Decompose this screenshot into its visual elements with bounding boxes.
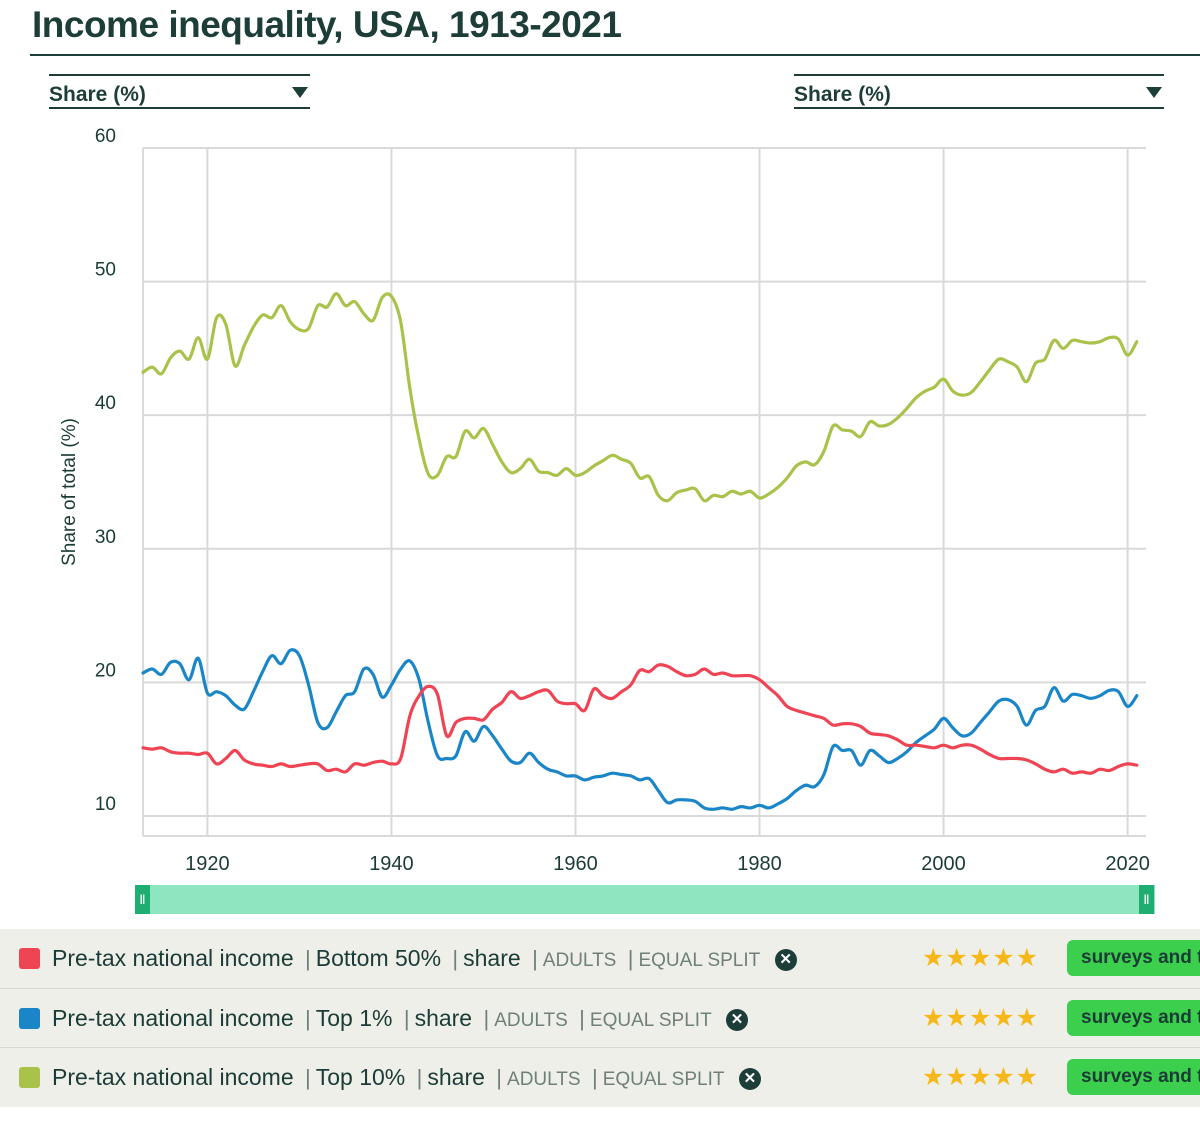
series-line-top1[interactable]: [141, 648, 1139, 811]
source-badge[interactable]: surveys and tax data: [1067, 1059, 1200, 1095]
legend-measure: share: [427, 1064, 485, 1090]
quality-stars-icon: ★★★★★: [922, 944, 1040, 972]
x-tick-label: 1940: [369, 853, 414, 875]
legend-variable: Pre-tax national income: [52, 945, 294, 971]
y-tick-label: 30: [95, 527, 116, 548]
y-tick-label: 20: [95, 660, 116, 681]
legend-population: ADULTS: [542, 950, 617, 971]
legend-variable: Pre-tax national income: [52, 1005, 294, 1031]
legend-row-top10[interactable]: Pre-tax national income | Top 10% | share …: [0, 1047, 1200, 1107]
source-badge[interactable]: surveys and tax data: [1067, 1000, 1200, 1036]
source-badge[interactable]: surveys and tax data: [1067, 940, 1200, 976]
legend-group: Top 1%: [315, 1005, 393, 1031]
legend-variable: Pre-tax national income: [52, 1064, 294, 1090]
y-tick-label: 10: [95, 794, 116, 815]
y-tick-label: 50: [95, 260, 116, 281]
legend-population: ADULTS: [507, 1069, 581, 1090]
legend-measure: share: [414, 1005, 473, 1031]
legend-text: Pre-tax national income | Bottom 50% | sha…: [52, 945, 797, 972]
series-line-top10[interactable]: [141, 292, 1139, 503]
legend-population: ADULTS: [494, 1010, 568, 1031]
quality-stars-icon: ★★★★★: [922, 1063, 1040, 1091]
x-tick-label: 2000: [921, 853, 966, 875]
left-axis-dropdown-label: Share (%): [49, 83, 146, 106]
right-axis-dropdown-label: Share (%): [794, 83, 891, 106]
x-axis-ticks: 1920 1940 1960 1980 2000 2020: [185, 853, 1150, 875]
x-tick-label: 1980: [737, 853, 782, 875]
page-title: Income inequality, USA, 1913-2021: [32, 4, 622, 45]
x-tick-label: 1920: [185, 853, 230, 875]
time-range-slider[interactable]: [135, 885, 1155, 914]
quality-stars-icon: ★★★★★: [922, 1004, 1040, 1032]
legend-swatch: [19, 1067, 40, 1088]
legend-measure: share: [463, 945, 521, 971]
x-tick-label: 1960: [553, 853, 598, 875]
legend-group: Top 10%: [315, 1064, 406, 1090]
remove-series-icon[interactable]: ✕: [726, 1009, 749, 1031]
chart-series: [141, 292, 1139, 811]
caret-down-icon: [292, 87, 308, 98]
y-tick-label: 60: [95, 126, 116, 147]
legend-row-top1[interactable]: Pre-tax national income | Top 1% | share |…: [0, 988, 1200, 1048]
legend-swatch: [19, 948, 40, 969]
legend-text: Pre-tax national income | Top 10% | share …: [52, 1064, 761, 1091]
right-axis-dropdown[interactable]: Share (%): [794, 74, 1164, 109]
remove-series-icon[interactable]: ✕: [774, 949, 797, 971]
line-chart[interactable]: 10 20 30 40 50 60 1920 1940 1960 1980 2000 2020 Sh…: [0, 120, 1200, 880]
remove-series-icon[interactable]: ✕: [738, 1068, 761, 1090]
x-tick-label: 2020: [1105, 853, 1150, 875]
legend-panel: Pre-tax national income | Bottom 50% | sha…: [0, 929, 1200, 1107]
title-divider: [30, 54, 1200, 56]
caret-down-icon: [1146, 87, 1162, 98]
legend-row-bottom50[interactable]: Pre-tax national income | Bottom 50% | sha…: [0, 929, 1200, 988]
legend-group: Bottom 50%: [315, 945, 442, 971]
y-tick-label: 40: [95, 393, 116, 414]
chart-grid: [142, 147, 1146, 837]
legend-split: EQUAL SPLIT: [638, 950, 761, 971]
legend-split: EQUAL SPLIT: [602, 1069, 725, 1090]
legend-split: EQUAL SPLIT: [589, 1010, 712, 1031]
legend-swatch: [19, 1008, 40, 1029]
slider-handle-start[interactable]: Ⅱ: [135, 885, 150, 914]
y-axis-ticks: 10 20 30 40 50 60: [95, 126, 116, 815]
series-line-bottom50[interactable]: [141, 663, 1139, 775]
y-axis-title: Share of total (%): [59, 418, 80, 566]
left-axis-dropdown[interactable]: Share (%): [49, 74, 310, 109]
legend-text: Pre-tax national income | Top 1% | share |…: [52, 1005, 749, 1032]
slider-handle-end[interactable]: Ⅱ: [1139, 885, 1154, 914]
